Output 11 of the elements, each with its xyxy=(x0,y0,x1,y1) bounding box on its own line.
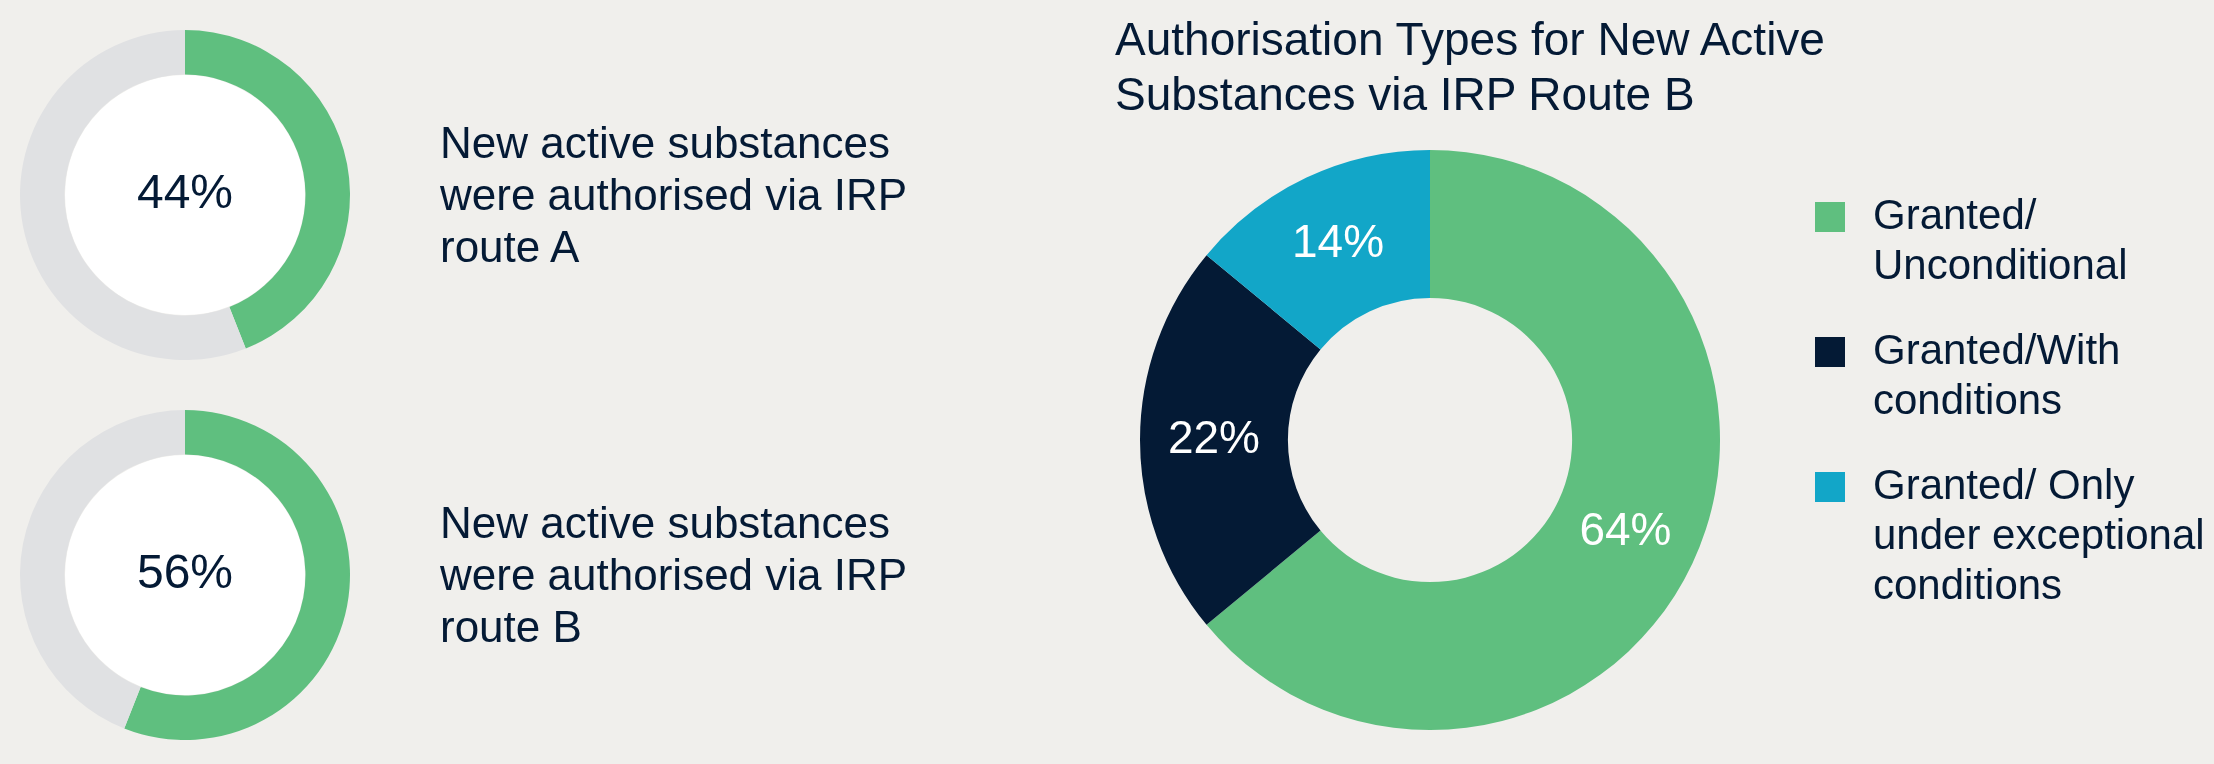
text: New active substances were authorised via IRP route A xyxy=(440,117,908,273)
data-label: 44% xyxy=(136,165,234,219)
data-label: 56% xyxy=(136,545,234,599)
legend-label: Granted/With conditions xyxy=(1873,324,2122,426)
legend-label: Granted/ Unconditional xyxy=(1873,190,2129,291)
text: New active substances were authorised via IRP route B xyxy=(440,497,908,653)
legend-label: Granted/ Only under exceptional conditions xyxy=(1873,459,2206,611)
data-label: 64% xyxy=(1579,502,1672,555)
data-label: 22% xyxy=(1167,410,1260,463)
chart-title: Authorisation Types for New Active Substances via IRP Route B xyxy=(1115,12,1826,123)
data-label: 14% xyxy=(1291,215,1385,268)
